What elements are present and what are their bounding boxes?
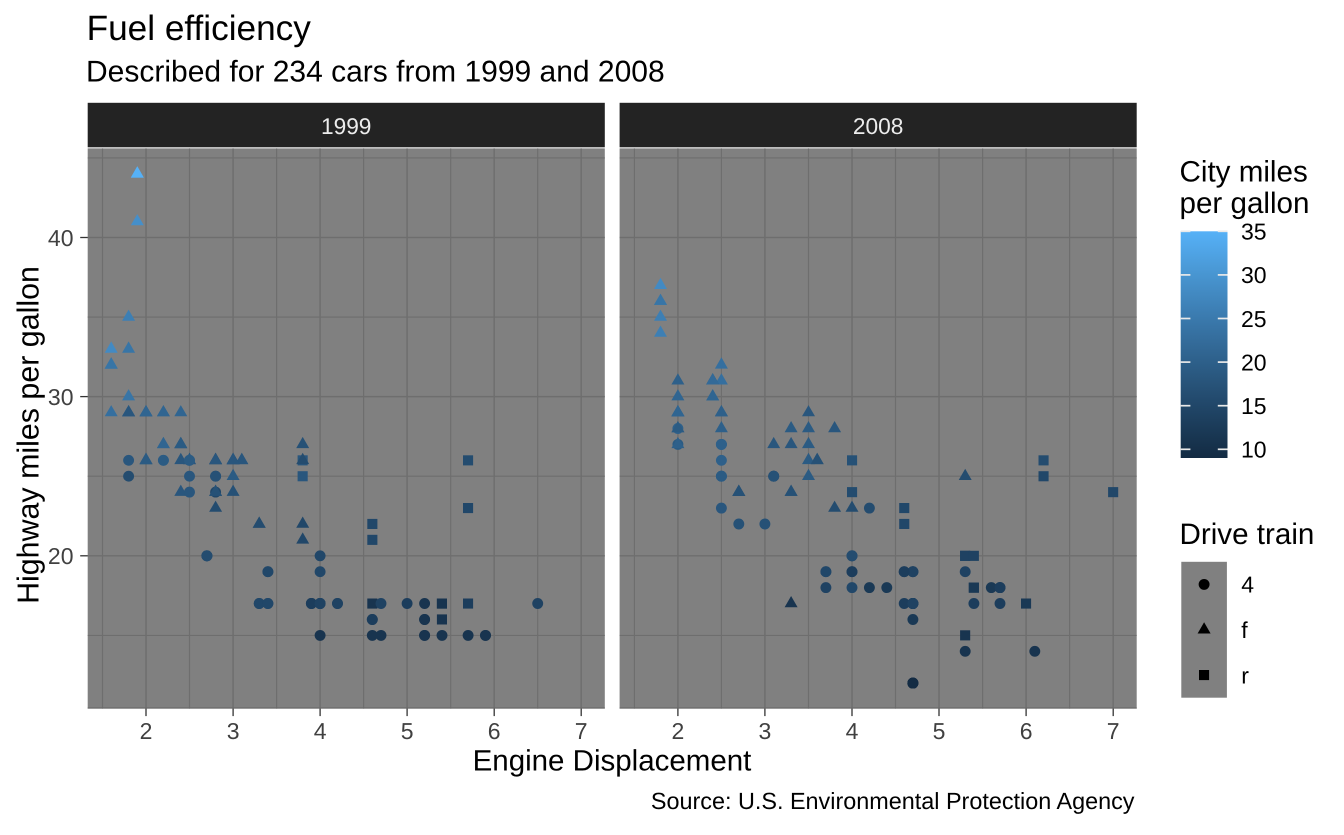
svg-text:Drive train: Drive train [1180,518,1315,551]
svg-text:20: 20 [1241,349,1267,375]
svg-text:r: r [1241,662,1249,688]
svg-text:40: 40 [48,225,74,251]
svg-text:6: 6 [1020,718,1033,744]
svg-text:30: 30 [48,384,74,410]
svg-text:3: 3 [227,718,240,744]
svg-text:25: 25 [1241,306,1267,332]
svg-text:5: 5 [401,718,414,744]
svg-text:7: 7 [1107,718,1120,744]
svg-text:30: 30 [1241,262,1267,288]
svg-text:4: 4 [314,718,327,744]
svg-text:20: 20 [48,543,74,569]
svg-text:Fuel efficiency: Fuel efficiency [87,9,312,48]
svg-text:3: 3 [759,718,772,744]
svg-text:2: 2 [140,718,153,744]
svg-text:7: 7 [575,718,588,744]
svg-text:35: 35 [1241,219,1267,245]
svg-text:5: 5 [933,718,946,744]
svg-text:2008: 2008 [853,113,903,139]
svg-text:2: 2 [672,718,685,744]
svg-text:Described for 234 cars from 19: Described for 234 cars from 1999 and 200… [86,56,665,89]
svg-text:1999: 1999 [321,113,371,139]
svg-text:6: 6 [488,718,501,744]
svg-text:4: 4 [846,718,859,744]
svg-text:f: f [1241,617,1248,643]
svg-text:4: 4 [1241,572,1254,598]
svg-text:15: 15 [1241,393,1267,419]
svg-text:Highway miles per gallon: Highway miles per gallon [12,266,46,604]
svg-text:City miles: City miles [1180,156,1308,189]
svg-text:Source: U.S. Environmental Pro: Source: U.S. Environmental Protection Ag… [651,788,1135,814]
svg-text:10: 10 [1241,437,1267,463]
svg-text:Engine Displacement: Engine Displacement [473,745,752,778]
svg-text:per gallon: per gallon [1180,187,1310,220]
